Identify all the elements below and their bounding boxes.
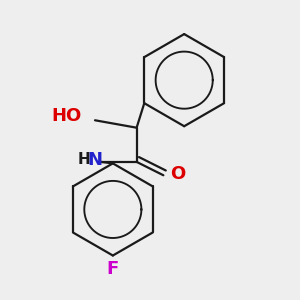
Text: F: F xyxy=(107,260,119,278)
Text: O: O xyxy=(170,165,185,183)
Text: HO: HO xyxy=(51,107,82,125)
Text: N: N xyxy=(87,152,102,169)
Text: H: H xyxy=(77,152,90,167)
